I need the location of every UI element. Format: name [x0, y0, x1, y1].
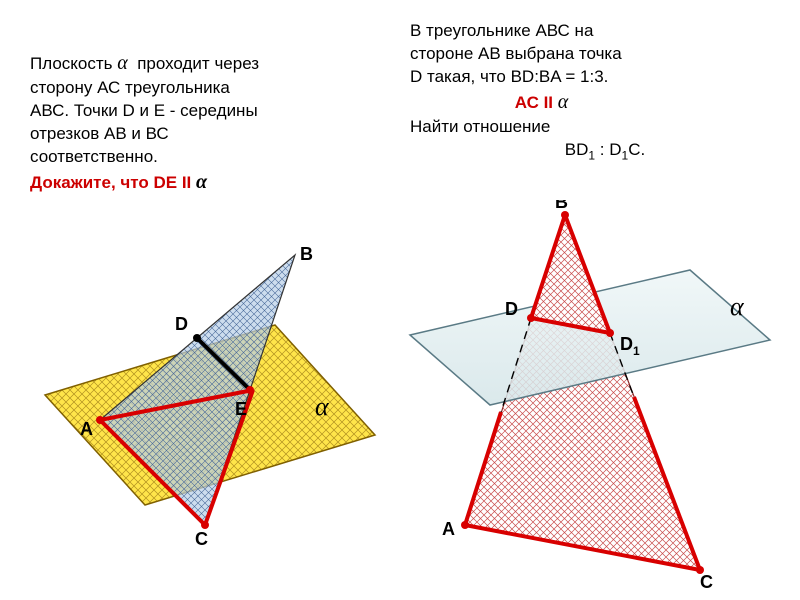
left-problem-text: Плоскость α проходит через сторону АС тр… [30, 50, 370, 196]
point-B-r [561, 211, 569, 219]
label-A-r: A [442, 519, 455, 539]
left-line1b: проходит через [137, 54, 259, 73]
right-line4: АС II [515, 93, 553, 112]
left-line3: АВС. Точки D и E - середины [30, 101, 258, 120]
label-alpha-right: α [730, 292, 745, 321]
right-diagram: B D D1 A C α [400, 200, 790, 590]
right-line2: стороне АВ выбрана точка [410, 44, 622, 63]
label-C: C [195, 529, 208, 549]
right-line5: Найти отношение [410, 117, 550, 136]
label-B: B [300, 244, 313, 264]
right-line6c: C. [628, 140, 645, 159]
point-A [96, 416, 104, 424]
left-line2: сторону АС треугольника [30, 78, 230, 97]
right-line6b: : D [595, 140, 621, 159]
left-line4: отрезков АВ и ВС [30, 124, 169, 143]
label-alpha-left: α [315, 392, 330, 421]
label-A: A [80, 419, 93, 439]
label-B-r: B [555, 200, 568, 212]
left-line6: Докажите, что DE II [30, 173, 191, 192]
label-D: D [175, 314, 188, 334]
alpha-symbol: α [117, 52, 128, 74]
label-E: E [235, 399, 247, 419]
right-line3: D такая, что ВD:BA = 1:3. [410, 67, 608, 86]
point-A-r [461, 521, 469, 529]
point-D [193, 334, 201, 342]
right-problem-text: В треугольнике АВС на стороне АВ выбрана… [410, 20, 780, 163]
left-line1a: Плоскость [30, 54, 113, 73]
label-D-r: D [505, 299, 518, 319]
point-E [246, 386, 254, 394]
right-line1: В треугольнике АВС на [410, 21, 593, 40]
label-C-r: C [700, 572, 713, 590]
point-C [201, 521, 209, 529]
point-D-r [527, 314, 535, 322]
right-line6a: BD [565, 140, 589, 159]
left-diagram: B D A E C α [30, 230, 390, 550]
alpha-symbol-3: α [558, 91, 569, 113]
alpha-symbol-2: α [196, 171, 207, 193]
left-line5: соответственно. [30, 147, 158, 166]
point-D1-r [606, 329, 614, 337]
